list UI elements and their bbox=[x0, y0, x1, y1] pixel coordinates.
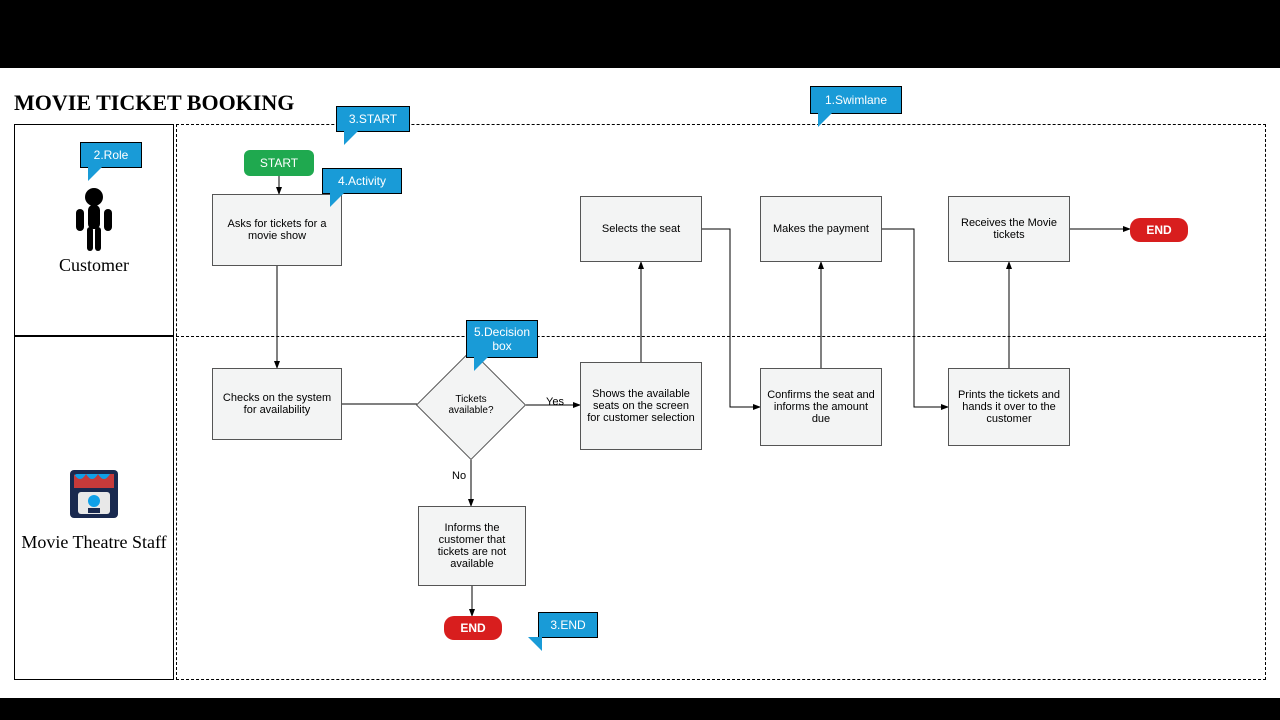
role-staff-label: Movie Theatre Staff bbox=[21, 532, 166, 553]
callout-c-start: 3.START bbox=[336, 106, 410, 132]
node-n9: Receives the Movie tickets bbox=[948, 196, 1070, 262]
node-end1: END bbox=[444, 616, 502, 640]
callout-c-swimlane: 1.Swimlane bbox=[810, 86, 902, 114]
node-d1: Tickets available? bbox=[432, 366, 510, 444]
callout-tail bbox=[528, 637, 542, 651]
theatre-icon bbox=[64, 464, 124, 524]
callout-tail bbox=[344, 131, 358, 145]
diagram-title: MOVIE TICKET BOOKING bbox=[14, 90, 294, 116]
node-n3: Informs the customer that tickets are no… bbox=[418, 506, 526, 586]
callout-tail bbox=[330, 193, 344, 207]
swimlane-divider bbox=[176, 336, 1266, 337]
callout-tail bbox=[88, 167, 102, 181]
callout-tail bbox=[818, 113, 832, 127]
edge-label-no: No bbox=[452, 470, 466, 482]
letterbox-top bbox=[0, 0, 1280, 68]
edge-label-yes: Yes bbox=[546, 396, 564, 408]
node-start: START bbox=[244, 150, 314, 176]
node-n5: Selects the seat bbox=[580, 196, 702, 262]
node-n1: Asks for tickets for a movie show bbox=[212, 194, 342, 266]
role-staff: Movie Theatre Staff bbox=[14, 336, 174, 680]
node-n7: Makes the payment bbox=[760, 196, 882, 262]
node-end2: END bbox=[1130, 218, 1188, 242]
callout-tail bbox=[474, 357, 488, 371]
node-n4: Shows the available seats on the screen … bbox=[580, 362, 702, 450]
letterbox-bottom bbox=[0, 698, 1280, 720]
callout-c-activity: 4.Activity bbox=[322, 168, 402, 194]
node-n2: Checks on the system for availability bbox=[212, 368, 342, 440]
callout-c-role: 2.Role bbox=[80, 142, 142, 168]
person-icon bbox=[69, 185, 119, 255]
decision-text: Tickets available? bbox=[432, 366, 510, 444]
diagram-canvas: MOVIE TICKET BOOKING Customer bbox=[0, 0, 1280, 720]
callout-c-decision: 5.Decision box bbox=[466, 320, 538, 358]
node-n8: Prints the tickets and hands it over to … bbox=[948, 368, 1070, 446]
role-customer-label: Customer bbox=[59, 255, 129, 276]
callout-c-end: 3.END bbox=[538, 612, 598, 638]
node-n6: Confirms the seat and informs the amount… bbox=[760, 368, 882, 446]
